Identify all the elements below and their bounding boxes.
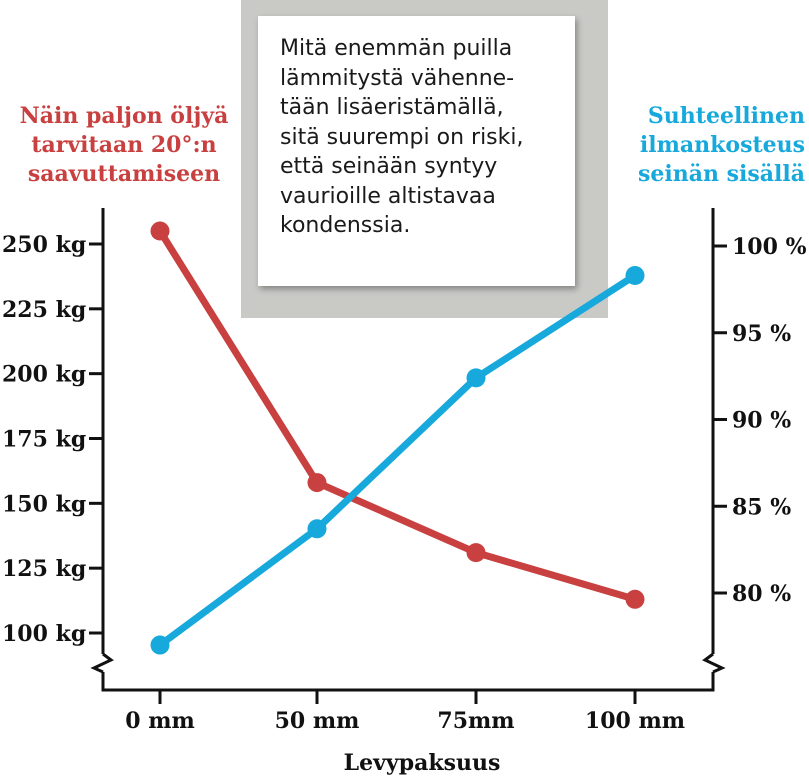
axes-group [89, 208, 727, 704]
right-tick-label: 95 % [732, 321, 791, 347]
annotation-text: Mitä enemmän puilla lämmitystä vähenne- … [280, 36, 524, 238]
x-tick-label: 0 mm [125, 708, 195, 734]
left-tick-label: 175 kg [2, 427, 86, 453]
oil-data-point [307, 473, 327, 493]
left-tick-label: 250 kg [2, 232, 86, 258]
oil-data-point [625, 589, 645, 609]
humidity-data-point [466, 368, 486, 388]
left-tick-label: 125 kg [2, 556, 86, 582]
right-axis-title: Suhteellinen ilmankosteus seinän sisällä [638, 103, 805, 187]
humidity-data-point [307, 519, 327, 539]
tick-labels-group: 0 mm 50 mm 75mm 100 mm 250 kg 225 kg 200 kg 175… [2, 232, 807, 734]
left-axis-line-break [90, 652, 114, 674]
annotation-box: Mitä enemmän puilla lämmitystä vähenne- … [258, 16, 575, 286]
x-tick-label: 75mm [437, 708, 514, 734]
x-axis-title: Levypaksuus [344, 750, 501, 776]
left-tick-label: 200 kg [2, 362, 86, 388]
oil-data-point [466, 543, 486, 563]
right-tick-label: 85 % [732, 494, 791, 520]
left-axis-title: Näin paljon öljyä tarvitaan 20°:n saavut… [19, 103, 229, 187]
series-group [150, 221, 645, 655]
humidity-series-line [156, 271, 639, 649]
left-tick-label: 100 kg [2, 621, 86, 647]
oil-series-line [156, 227, 639, 603]
humidity-data-point [625, 265, 645, 285]
x-tick-label: 50 mm [275, 708, 360, 734]
right-tick-label: 90 % [732, 408, 791, 434]
left-tick-label: 225 kg [2, 297, 86, 323]
right-tick-label: 80 % [732, 581, 791, 607]
x-tick-label: 100 mm [585, 708, 685, 734]
right-axis-line-break [702, 652, 726, 674]
oil-data-point [150, 221, 170, 241]
left-tick-label: 150 kg [2, 491, 86, 517]
humidity-data-point [150, 635, 170, 655]
right-tick-label: 100 % [732, 234, 807, 260]
